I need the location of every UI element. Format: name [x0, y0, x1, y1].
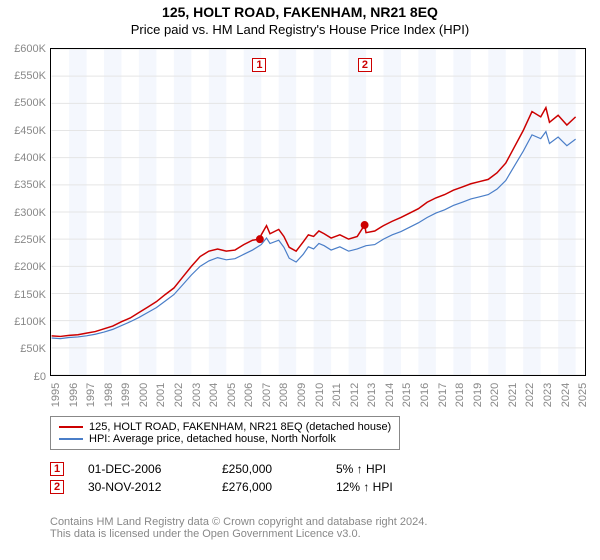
- x-tick-label: 2022: [524, 380, 536, 410]
- y-tick-label: £500K: [0, 97, 46, 109]
- chart-plot-area: [50, 48, 586, 376]
- x-tick-label: 1996: [68, 380, 80, 410]
- chart-subtitle: Price paid vs. HM Land Registry's House …: [0, 20, 600, 37]
- y-tick-label: £50K: [0, 343, 46, 355]
- x-tick-label: 2004: [208, 380, 220, 410]
- x-tick-label: 2014: [384, 380, 396, 410]
- sales-row-date: 30-NOV-2012: [88, 480, 198, 494]
- y-tick-label: £100K: [0, 316, 46, 328]
- sales-row: 2 30-NOV-2012 £276,000 12% ↑ HPI: [50, 480, 393, 494]
- footer-line-2: This data is licensed under the Open Gov…: [50, 528, 427, 540]
- y-tick-label: £400K: [0, 152, 46, 164]
- y-tick-label: £200K: [0, 261, 46, 273]
- x-tick-label: 2025: [577, 380, 589, 410]
- y-tick-label: £600K: [0, 43, 46, 55]
- x-tick-label: 1999: [120, 380, 132, 410]
- x-tick-label: 2020: [489, 380, 501, 410]
- sales-row-marker: 2: [50, 480, 64, 494]
- x-tick-label: 2019: [472, 380, 484, 410]
- y-tick-label: £250K: [0, 234, 46, 246]
- chart-container: { "title": "125, HOLT ROAD, FAKENHAM, NR…: [0, 0, 600, 560]
- legend-item: 125, HOLT ROAD, FAKENHAM, NR21 8EQ (deta…: [59, 421, 391, 433]
- sales-row-marker: 1: [50, 462, 64, 476]
- x-tick-label: 2008: [278, 380, 290, 410]
- sales-table: 1 01-DEC-2006 £250,000 5% ↑ HPI 2 30-NOV-2012…: [50, 462, 393, 498]
- sale-marker-2: 2: [358, 58, 372, 72]
- x-tick-label: 2015: [401, 380, 413, 410]
- sale-marker-1: 1: [252, 58, 266, 72]
- y-tick-label: £0: [0, 371, 46, 383]
- sales-row-price: £276,000: [222, 480, 312, 494]
- x-tick-label: 2010: [314, 380, 326, 410]
- legend-item: HPI: Average price, detached house, Nort…: [59, 433, 391, 445]
- x-tick-label: 2002: [173, 380, 185, 410]
- y-tick-label: £300K: [0, 207, 46, 219]
- y-tick-label: £550K: [0, 70, 46, 82]
- x-tick-label: 2006: [243, 380, 255, 410]
- sales-row-delta: 5% ↑ HPI: [336, 462, 386, 476]
- sales-row: 1 01-DEC-2006 £250,000 5% ↑ HPI: [50, 462, 393, 476]
- sales-row-date: 01-DEC-2006: [88, 462, 198, 476]
- x-tick-label: 2024: [560, 380, 572, 410]
- x-tick-label: 2001: [155, 380, 167, 410]
- x-tick-label: 1997: [85, 380, 97, 410]
- chart-legend: 125, HOLT ROAD, FAKENHAM, NR21 8EQ (deta…: [50, 416, 400, 450]
- chart-footer: Contains HM Land Registry data © Crown c…: [50, 516, 427, 540]
- x-tick-label: 2023: [542, 380, 554, 410]
- x-tick-label: 2017: [437, 380, 449, 410]
- x-tick-label: 2007: [261, 380, 273, 410]
- legend-swatch: [59, 438, 83, 440]
- x-tick-label: 2005: [226, 380, 238, 410]
- x-tick-label: 2021: [507, 380, 519, 410]
- x-tick-label: 2013: [366, 380, 378, 410]
- y-tick-label: £150K: [0, 289, 46, 301]
- x-tick-label: 2003: [191, 380, 203, 410]
- footer-line-1: Contains HM Land Registry data © Crown c…: [50, 516, 427, 528]
- legend-label: 125, HOLT ROAD, FAKENHAM, NR21 8EQ (deta…: [89, 421, 391, 433]
- x-tick-label: 2009: [296, 380, 308, 410]
- chart-title: 125, HOLT ROAD, FAKENHAM, NR21 8EQ: [0, 0, 600, 20]
- x-tick-label: 2012: [349, 380, 361, 410]
- sales-row-delta: 12% ↑ HPI: [336, 480, 393, 494]
- legend-swatch: [59, 426, 83, 428]
- x-tick-label: 2016: [419, 380, 431, 410]
- chart-svg: [51, 49, 585, 375]
- legend-label: HPI: Average price, detached house, Nort…: [89, 433, 336, 445]
- y-tick-label: £450K: [0, 125, 46, 137]
- x-tick-label: 1995: [50, 380, 62, 410]
- y-tick-label: £350K: [0, 179, 46, 191]
- x-tick-label: 1998: [103, 380, 115, 410]
- x-tick-label: 2011: [331, 380, 343, 410]
- x-tick-label: 2018: [454, 380, 466, 410]
- sales-row-price: £250,000: [222, 462, 312, 476]
- x-tick-label: 2000: [138, 380, 150, 410]
